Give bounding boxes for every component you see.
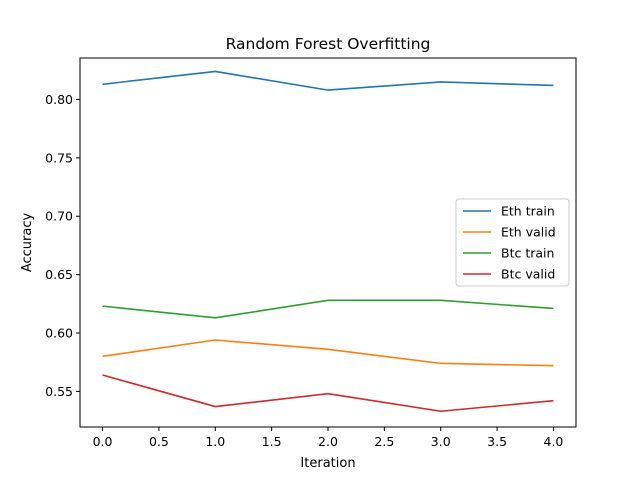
legend-label-btc-valid: Btc valid <box>501 267 555 282</box>
y-tick-label: 0.55 <box>45 384 73 399</box>
x-tick-label: 2.0 <box>318 434 338 449</box>
x-tick-label: 3.5 <box>487 434 507 449</box>
series-line-eth-valid <box>102 339 554 367</box>
series-layer <box>102 70 554 413</box>
y-axis-label: Accuracy <box>20 213 35 273</box>
legend-box <box>455 198 570 287</box>
x-tick-label: 0.0 <box>93 434 113 449</box>
x-tick-label: 4.0 <box>544 434 564 449</box>
legend-label-eth-valid: Eth valid <box>501 225 556 240</box>
x-axis: 0.0 0.5 1.0 1.5 2.0 2.5 3.0 3.5 4.0 <box>93 427 564 449</box>
x-tick-label: 2.5 <box>374 434 394 449</box>
x-tick-label: 3.0 <box>431 434 451 449</box>
y-tick-label: 0.80 <box>45 92 73 107</box>
series-line-eth-train <box>102 70 554 91</box>
legend: Eth train Eth valid Btc train Btc valid <box>455 198 570 287</box>
x-tick-label: 1.0 <box>205 434 225 449</box>
y-axis: 0.55 0.60 0.65 0.70 0.75 0.80 <box>45 92 80 399</box>
y-tick-label: 0.60 <box>45 325 73 340</box>
x-tick-label: 0.5 <box>149 434 169 449</box>
y-tick-label: 0.65 <box>45 267 73 282</box>
chart-title: Random Forest Overfitting <box>226 35 431 53</box>
series-line-btc-train <box>102 299 554 319</box>
legend-label-eth-train: Eth train <box>501 204 555 219</box>
x-axis-label: Iteration <box>300 456 355 471</box>
series-line-btc-valid <box>102 374 554 413</box>
y-tick-label: 0.75 <box>45 150 73 165</box>
x-tick-label: 1.5 <box>262 434 282 449</box>
y-tick-label: 0.70 <box>45 209 73 224</box>
legend-label-btc-train: Btc train <box>501 246 554 261</box>
